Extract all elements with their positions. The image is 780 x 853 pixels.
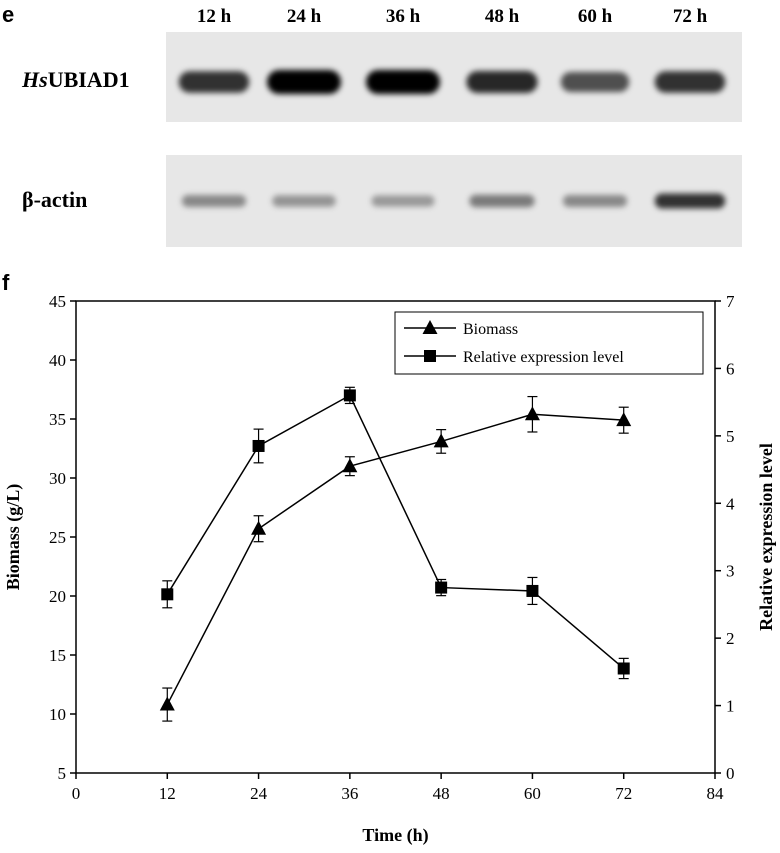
data-point-square	[617, 662, 630, 675]
x-axis-title: Time (h)	[362, 825, 428, 846]
blot-band	[654, 71, 726, 93]
data-point-square	[343, 389, 356, 402]
blot-band	[560, 72, 630, 92]
y2-tick-label: 4	[726, 494, 735, 513]
blot-band	[371, 195, 435, 207]
panel-e-letter: e	[2, 2, 14, 27]
data-point-square	[526, 584, 539, 597]
y2-tick-label: 0	[726, 764, 735, 783]
lane-label: 24 h	[287, 6, 322, 27]
blot-band	[562, 195, 628, 207]
lane-labels: 12 h 24 h 36 h 48 h 60 h 72 h	[197, 6, 708, 27]
data-point-square	[435, 581, 448, 594]
blot-label-ubiad1: HsUBIAD1	[21, 67, 130, 92]
lane-label: 36 h	[386, 6, 421, 27]
data-point-square	[161, 588, 174, 601]
y-tick-label: 10	[49, 705, 66, 724]
y-tick-label: 35	[49, 410, 66, 429]
bands-ubiad1	[178, 70, 726, 94]
lane-label: 60 h	[578, 6, 613, 27]
data-point-triangle	[251, 520, 267, 535]
chart-area: 0 12 24 36 48 60 72 845101520253035404501234567…	[3, 292, 776, 846]
legend-marker-triangle	[422, 320, 438, 334]
y-tick-label: 45	[49, 292, 66, 311]
data-point-triangle	[159, 696, 175, 711]
series-triangle	[159, 395, 632, 722]
x-tick-label: 24	[250, 784, 268, 803]
blot-band	[466, 71, 538, 93]
legend-box	[394, 311, 704, 375]
y-tick-label: 25	[49, 528, 66, 547]
y-tick-label: 20	[49, 587, 66, 606]
blot-strip-actin	[166, 155, 742, 247]
blot-band	[178, 71, 250, 93]
data-point-triangle	[433, 433, 449, 448]
y-tick-label: 40	[49, 351, 66, 370]
blot-band	[654, 193, 726, 209]
data-point-triangle	[342, 458, 358, 473]
legend-label: Biomass	[463, 321, 518, 338]
y-tick-label: 30	[49, 469, 66, 488]
series-square	[161, 386, 630, 680]
lane-label: 12 h	[197, 6, 232, 27]
y-tick-label: 15	[49, 646, 66, 665]
line-chart-panel: f 0 12 24 36 48 60 72 8451015202530354045012345…	[2, 270, 776, 846]
x-tick-label: 12	[159, 784, 176, 803]
y2-tick-label: 6	[726, 359, 735, 378]
western-blot-panel: e 12 h 24 h 36 h 48 h 60 h 72 h HsUBIAD1 β-ac…	[2, 2, 742, 247]
x-tick-label: 60	[524, 784, 541, 803]
blot-label-actin: β-actin	[22, 187, 87, 212]
blot-strip-ubiad1	[166, 32, 742, 122]
blot-band	[267, 70, 341, 94]
y2-tick-label: 2	[726, 629, 735, 648]
y-axis-title: Biomass (g/L)	[3, 484, 24, 591]
blot-label-ubiad1-rest: UBIAD1	[48, 67, 130, 92]
y2-tick-label: 1	[726, 697, 735, 716]
data-point-triangle	[616, 412, 632, 427]
blot-label-ubiad1-prefix: Hs	[21, 67, 48, 92]
y2-tick-label: 5	[726, 427, 735, 446]
series-line	[166, 394, 625, 670]
data-point-square	[252, 439, 265, 452]
y2-tick-label: 7	[726, 292, 735, 311]
y2-axis-title: Relative expression level	[756, 443, 776, 631]
x-tick-label: 0	[72, 784, 81, 803]
blot-band	[366, 70, 440, 94]
legend-marker-square	[424, 350, 436, 362]
legend-label: Relative expression level	[463, 349, 624, 366]
x-tick-label: 72	[615, 784, 632, 803]
lane-label: 72 h	[673, 6, 708, 27]
blot-band	[469, 194, 535, 208]
legend: Biomass Relative expression level	[394, 311, 704, 375]
x-tick-label: 36	[341, 784, 358, 803]
data-point-triangle	[524, 406, 540, 421]
x-tick-label: 84	[707, 784, 725, 803]
lane-label: 48 h	[485, 6, 520, 27]
bands-actin	[181, 193, 726, 209]
y2-tick-label: 3	[726, 562, 735, 581]
x-tick-label: 48	[433, 784, 450, 803]
blot-band	[181, 195, 247, 207]
series-line	[166, 413, 624, 705]
y-tick-label: 5	[58, 764, 67, 783]
panel-f-letter: f	[2, 270, 10, 295]
blot-band	[272, 195, 336, 207]
